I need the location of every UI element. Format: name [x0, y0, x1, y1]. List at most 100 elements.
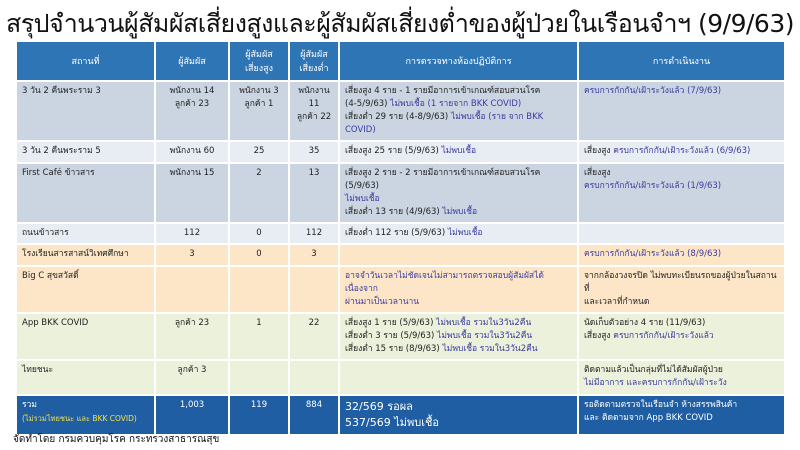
table-row: โรงเรียนสารสาสน์วิเทศศึกษา 3 0 3 ครบการกักกั…: [17, 245, 784, 265]
total-lab-line: 32/569 รอผล: [345, 400, 413, 413]
text-segment: เสี่ยงต่ำ 3 ราย (5/9/63): [345, 331, 438, 341]
text-segment: เสี่ยงต่ำ 112 ราย (5/9/63): [345, 228, 448, 238]
text-line: ครบการกักกัน/เฝ้าระวังแล้ว (8/9/63): [584, 248, 779, 261]
text-segment: ไม่พบเชื้อ (ราย จาก BKK COVID): [345, 112, 544, 135]
text-line: จากกล้องวงจรปิด ไม่พบทะเบียนรถของผู้ป่วย…: [584, 270, 779, 296]
header-place: สถานที่: [17, 42, 154, 80]
high-cell: 1: [230, 314, 288, 359]
action-cell: เสี่ยงสูง ครบการกักกัน/เฝ้าระวังแล้ว (6/…: [579, 142, 784, 162]
text-line: ไม่มีอาการ และครบการกักกัน/เฝ้าระวัง: [584, 377, 779, 390]
place-cell: First Café ข้าวสาร: [17, 164, 154, 222]
text-line: เสี่ยงต่ำ 15 ราย (8/9/63) ไม่พบเชื้อ รวม…: [345, 343, 572, 356]
text-line: เสี่ยงสูง 1 ราย (5/9/63) ไม่พบเชื้อ รวมใ…: [345, 317, 572, 330]
total-lab-line: 537/569 ไม่พบเชื้อ: [345, 416, 440, 429]
high-cell: [230, 267, 288, 312]
place-cell: ถนนข้าวสาร: [17, 224, 154, 243]
lab-cell: เสี่ยงต่ำ 112 ราย (5/9/63) ไม่พบเชื้อ: [340, 224, 577, 243]
action-cell: นัดเก็บตัวอย่าง 4 ราย (11/9/63) เสี่ยงสูง…: [579, 314, 784, 359]
text-segment: ติดตามแล้วเป็นกลุ่มที่ไม่ได้สัมผัสผู้ป่ว…: [584, 365, 723, 375]
text-segment: เสี่ยงต่ำ 15 ราย (8/9/63): [345, 344, 443, 354]
text-line: เสี่ยงต่ำ 29 ราย (4-8/9/63) ไม่พบเชื้อ (…: [345, 111, 572, 137]
text-segment: ครบการกักกัน/เฝ้าระวังแล้ว (6/9/63): [613, 146, 751, 156]
total-high: 119: [230, 396, 288, 434]
header-lab-test: การตรวจทางห้องปฏิบัติการ: [340, 42, 577, 80]
text-segment: ไม่พบเชื้อ รวมใน3วัน2คืน: [437, 331, 533, 341]
page-title: สรุปจำนวนผู้สัมผัสเสี่ยงสูงและผู้สัมผัสเ…: [5, 9, 795, 38]
high-cell: [230, 361, 288, 394]
total-note: (ไม่รวมไทยชนะ และ BKK COVID): [22, 414, 137, 423]
header-high-risk: ผู้สัมผัส เสี่ยงสูง: [230, 42, 288, 80]
high-cell: พนักงาน 3 ลูกค้า 1: [230, 82, 288, 140]
text-line: ครบการกักกัน/เฝ้าระวังแล้ว (1/9/63): [584, 180, 779, 193]
text-line: เสี่ยงสูง: [584, 167, 779, 180]
low-cell: 3: [290, 245, 338, 265]
text-segment: ครบการกักกัน/เฝ้าระวังแล้ว (1/9/63): [584, 181, 722, 191]
action-cell: ครบการกักกัน/เฝ้าระวังแล้ว (8/9/63): [579, 245, 784, 265]
text-line: ติดตามแล้วเป็นกลุ่มที่ไม่ได้สัมผัสผู้ป่ว…: [584, 364, 779, 377]
text-segment: เสี่ยงสูง 25 ราย (5/9/63): [345, 146, 442, 156]
text-segment: ผ่านมาเป็นเวลานาน: [345, 297, 420, 307]
text-segment: เสี่ยงต่ำ 29 ราย (4-8/9/63): [345, 112, 451, 122]
place-cell: Big C สุขสวัสดิ์: [17, 267, 154, 312]
contacts-cell: พนักงาน 60: [156, 142, 228, 162]
low-cell: 13: [290, 164, 338, 222]
header-contacts: ผู้สัมผัส: [156, 42, 228, 80]
contacts-table: สถานที่ ผู้สัมผัส ผู้สัมผัส เสี่ยงสูง ผู้สั…: [15, 40, 786, 436]
high-cell: 0: [230, 224, 288, 243]
high-cell: 25: [230, 142, 288, 162]
text-segment: ครบการกักกัน/เฝ้าระวังแล้ว (7/9/63): [584, 86, 722, 96]
total-action-line: รอติดตามตรวจในเรือนจำ ห้างสรรพสินค้า: [584, 400, 738, 410]
action-cell: เสี่ยงสูง ครบการกักกัน/เฝ้าระวังแล้ว (1/9…: [579, 164, 784, 222]
total-row: รวม (ไม่รวมไทยชนะ และ BKK COVID) 1,003 119 8…: [17, 396, 784, 434]
low-cell: พนักงาน 11 ลูกค้า 22: [290, 82, 338, 140]
lab-cell: อาจจำวันเวลาไม่ชัดเจนไม่สามารถตรวจสอบผู้…: [340, 267, 577, 312]
total-label-cell: รวม (ไม่รวมไทยชนะ และ BKK COVID): [17, 396, 154, 434]
contacts-cell: 3: [156, 245, 228, 265]
table-row: 3 วัน 2 คืนพระราม 3 พนักงาน 14 ลูกค้า 23 พ…: [17, 82, 784, 140]
total-low: 884: [290, 396, 338, 434]
lab-cell: [340, 245, 577, 265]
place-cell: 3 วัน 2 คืนพระราม 5: [17, 142, 154, 162]
contacts-cell: ลูกค้า 3: [156, 361, 228, 394]
total-lab-cell: 32/569 รอผล 537/569 ไม่พบเชื้อ: [340, 396, 577, 434]
text-line: เสี่ยงสูง 2 ราย - 2 รายมีอาการเข้าเกณฑ์ส…: [345, 167, 572, 193]
high-cell: 0: [230, 245, 288, 265]
text-line: เสี่ยงต่ำ 13 ราย (4/9/63) ไม่พบเชื้อ: [345, 206, 572, 219]
lab-cell: เสี่ยงสูง 4 ราย - 1 รายมีอาการเข้าเกณฑ์ส…: [340, 82, 577, 140]
table-row: App BKK COVID ลูกค้า 23 1 22 เสี่ยงสูง 1 ราย…: [17, 314, 784, 359]
action-cell: จากกล้องวงจรปิด ไม่พบทะเบียนรถของผู้ป่วย…: [579, 267, 784, 312]
text-segment: เสี่ยงสูง 1 ราย (5/9/63): [345, 318, 437, 328]
contacts-cell: พนักงาน 15: [156, 164, 228, 222]
total-contacts: 1,003: [156, 396, 228, 434]
text-line: เสี่ยงสูง ครบการกักกัน/เฝ้าระวังแล้ว (6/…: [584, 145, 779, 158]
text-segment: ไม่พบเชื้อ รวมใน3วัน2คืน: [442, 344, 538, 354]
text-line: ผ่านมาเป็นเวลานาน: [345, 296, 572, 309]
text-segment: นัดเก็บตัวอย่าง 4 ราย (11/9/63): [584, 318, 706, 328]
place-cell: โรงเรียนสารสาสน์วิเทศศึกษา: [17, 245, 154, 265]
low-cell: 112: [290, 224, 338, 243]
action-cell: [579, 224, 784, 243]
text-segment: ไม่พบเชื้อ: [345, 194, 380, 204]
text-segment: ไม่พบเชื้อ: [441, 146, 477, 156]
text-segment: ครบการกักกัน/เฝ้าระวังแล้ว: [613, 331, 714, 341]
contacts-cell: พนักงาน 14 ลูกค้า 23: [156, 82, 228, 140]
text-line: เสี่ยงสูง 4 ราย - 1 รายมีอาการเข้าเกณฑ์ส…: [345, 85, 572, 98]
lab-cell: [340, 361, 577, 394]
table-header: สถานที่ ผู้สัมผัส ผู้สัมผัส เสี่ยงสูง ผู้สั…: [17, 42, 784, 80]
table-row: 3 วัน 2 คืนพระราม 5 พนักงาน 60 25 35 เสี่ยงส…: [17, 142, 784, 162]
text-line: อาจจำวันเวลาไม่ชัดเจนไม่สามารถตรวจสอบผู้…: [345, 270, 572, 296]
text-line: และเวลาที่กำหนด: [584, 296, 779, 309]
text-segment: เสี่ยงต่ำ 13 ราย (4/9/63): [345, 207, 443, 217]
text-segment: ไม่พบเชื้อ: [447, 228, 483, 238]
total-action-line: และ ติดตามจาก App BKK COVID: [584, 413, 713, 423]
low-cell: 22: [290, 314, 338, 359]
text-segment: ไม่พบเชื้อ (1 รายจาก BKK COVID): [390, 99, 522, 109]
header-low-risk: ผู้สัมผัส เสี่ยงต่ำ: [290, 42, 338, 80]
contacts-cell: [156, 267, 228, 312]
table-row: ไทยชนะ ลูกค้า 3 ติดตามแล้วเป็นกลุ่มที่ไม่ไ…: [17, 361, 784, 394]
text-segment: เสี่ยงสูง 2 ราย - 2 รายมีอาการเข้าเกณฑ์ส…: [345, 168, 541, 191]
text-line: เสี่ยงต่ำ 112 ราย (5/9/63) ไม่พบเชื้อ: [345, 227, 572, 240]
text-segment: (4-5/9/63): [345, 99, 391, 109]
text-line: เสี่ยงสูง 25 ราย (5/9/63) ไม่พบเชื้อ: [345, 145, 572, 158]
text-segment: และเวลาที่กำหนด: [584, 297, 650, 307]
